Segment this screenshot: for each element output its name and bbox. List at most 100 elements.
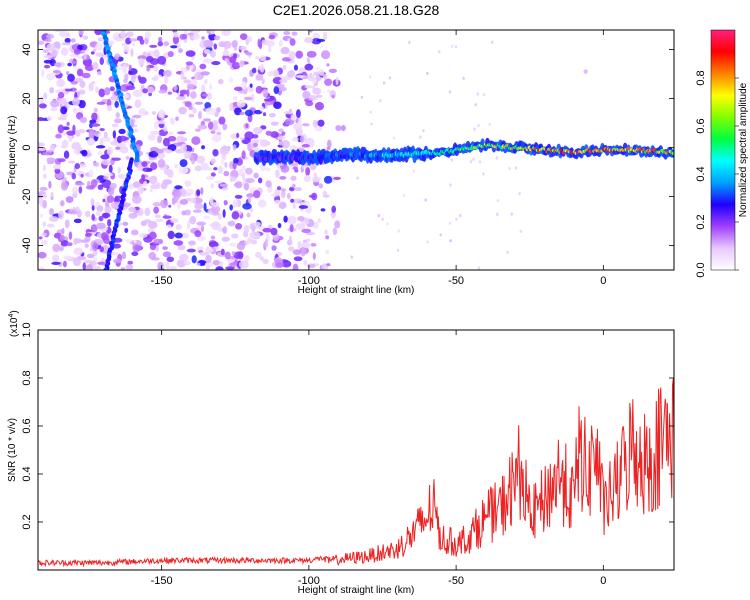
- heatmap-noise-cell: [331, 94, 336, 99]
- heatmap-noise-cell: [174, 163, 179, 169]
- heatmap-noise-cell: [210, 172, 216, 177]
- heatmap-noise-cell: [151, 76, 159, 82]
- heatmap-noise-cell: [175, 224, 182, 231]
- spectrogram-y-tick-label: -20: [21, 189, 33, 205]
- heatmap-noise-cell: [91, 112, 98, 121]
- heatmap-noise-cell: [450, 44, 454, 49]
- heatmap-noise-cell: [157, 135, 163, 144]
- snr-series-layer: [38, 378, 674, 568]
- heatmap-noise-cell: [281, 260, 292, 268]
- heatmap-noise-cell: [107, 187, 115, 196]
- heatmap-noise-cell: [229, 262, 239, 267]
- heatmap-noise-cell: [184, 30, 188, 35]
- heatmap-noise-cell: [331, 205, 337, 213]
- heatmap-noise-cell: [326, 263, 331, 267]
- heatmap-noise-cell: [46, 33, 55, 40]
- heatmap-noise-cell: [179, 159, 188, 168]
- heatmap-noise-cell: [66, 242, 73, 247]
- heatmap-noise-cell: [95, 42, 104, 51]
- heatmap-noise-cell: [246, 193, 254, 198]
- heatmap-noise-cell: [80, 173, 84, 178]
- heatmap-noise-cell: [312, 85, 316, 92]
- heatmap-noise-cell: [229, 102, 234, 112]
- heatmap-noise-cell: [283, 31, 291, 36]
- heatmap-noise-cell: [38, 103, 47, 109]
- heatmap-noise-cell: [53, 62, 62, 67]
- heatmap-noise-cell: [170, 45, 178, 49]
- heatmap-noise-cell: [41, 239, 48, 246]
- heatmap-noise-cell: [270, 131, 279, 138]
- heatmap-noise-cell: [175, 116, 179, 121]
- heatmap-noise-cell: [132, 181, 141, 188]
- heatmap-noise-cell: [200, 225, 204, 233]
- heatmap-noise-cell: [72, 186, 78, 195]
- heatmap-noise-cell: [381, 217, 384, 221]
- heatmap-noise-cell: [306, 74, 316, 82]
- heatmap-noise-cell: [402, 193, 406, 197]
- heatmap-noise-cell: [61, 227, 65, 235]
- heatmap-noise-cell: [126, 31, 134, 37]
- heatmap-noise-cell: [203, 40, 209, 48]
- spectrogram-x-tick-label: 0: [600, 275, 606, 287]
- heatmap-noise-cell: [90, 260, 97, 266]
- heatmap-noise-cell: [304, 85, 313, 89]
- heatmap-noise-cell: [190, 197, 197, 204]
- heatmap-noise-cell: [103, 173, 114, 177]
- heatmap-noise-cell: [192, 107, 197, 114]
- heatmap-noise-cell: [199, 63, 207, 70]
- heatmap-noise-cell: [77, 128, 86, 134]
- heatmap-noise-cell: [92, 265, 102, 270]
- heatmap-noise-cell: [181, 33, 188, 40]
- heatmap-noise-cell: [167, 131, 174, 136]
- heatmap-noise-cell: [79, 116, 88, 124]
- heatmap-noise-cell: [178, 106, 187, 115]
- heatmap-noise-cell: [140, 84, 145, 90]
- heatmap-noise-cell: [111, 123, 119, 128]
- heatmap-noise-cell: [495, 156, 498, 160]
- heatmap-noise-cell: [163, 125, 168, 132]
- heatmap-noise-cell: [38, 40, 45, 45]
- heatmap-noise-cell: [49, 144, 56, 152]
- colorbar: 0.0 0.2 0.4 0.6 0.8 Normalized spectral ampl…: [695, 29, 749, 278]
- heatmap-noise-cell: [377, 213, 380, 218]
- heatmap-noise-cell: [70, 38, 76, 43]
- snr-y-label: SNR (10 * v/v): [7, 418, 18, 482]
- heatmap-noise-cell: [259, 55, 267, 62]
- heatmap-trace-core: [671, 151, 674, 156]
- heatmap-noise-cell: [287, 70, 296, 78]
- heatmap-noise-cell: [51, 254, 60, 263]
- heatmap-noise-cell: [482, 172, 485, 176]
- heatmap-noise-cell: [233, 86, 244, 92]
- heatmap-noise-cell: [55, 133, 62, 139]
- heatmap-noise-cell: [228, 77, 234, 84]
- heatmap-noise-cell: [38, 96, 44, 104]
- heatmap-noise-cell: [229, 56, 237, 64]
- spectrogram-y-tick-label: 20: [21, 92, 33, 104]
- heatmap-noise-cell: [473, 127, 476, 131]
- heatmap-noise-cell: [314, 66, 321, 71]
- heatmap-noise-cell: [303, 175, 311, 182]
- heatmap-noise-cell: [325, 235, 330, 240]
- heatmap-noise-cell: [278, 201, 287, 209]
- heatmap-noise-cell: [106, 146, 113, 156]
- heatmap-noise-cell: [97, 71, 102, 76]
- heatmap-noise-cell: [270, 121, 279, 126]
- heatmap-noise-cell: [252, 142, 259, 148]
- heatmap-noise-cell: [73, 48, 81, 55]
- heatmap-noise-cell: [300, 247, 306, 257]
- heatmap-noise-cell: [203, 49, 211, 54]
- heatmap-noise-cell: [469, 160, 473, 164]
- heatmap-noise-cell: [196, 155, 205, 164]
- heatmap-noise-cell: [271, 245, 277, 251]
- heatmap-noise-cell: [290, 175, 297, 181]
- heatmap-noise-cell: [490, 40, 494, 44]
- heatmap-noise-cell: [244, 255, 250, 263]
- heatmap-noise-cell: [370, 122, 373, 126]
- heatmap-noise-cell: [253, 146, 260, 153]
- heatmap-noise-cell: [71, 172, 77, 180]
- heatmap-noise-cell: [52, 69, 61, 74]
- heatmap-noise-cell: [188, 240, 196, 246]
- heatmap-noise-cell: [290, 113, 298, 121]
- heatmap-noise-cell: [200, 84, 206, 92]
- heatmap-noise-cell: [115, 112, 120, 118]
